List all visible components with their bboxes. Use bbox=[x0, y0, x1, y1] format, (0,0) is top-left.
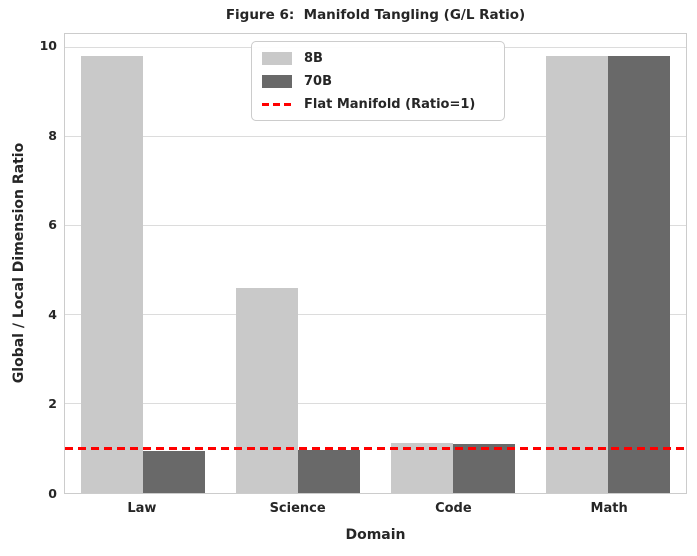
legend-label: 70B bbox=[304, 73, 332, 89]
legend: 8B 70B Flat Manifold (Ratio=1) bbox=[251, 41, 505, 121]
bar-math-70b bbox=[608, 56, 671, 493]
y-axis-label: Global / Local Dimension Ratio bbox=[11, 142, 27, 384]
legend-entry: Flat Manifold (Ratio=1) bbox=[262, 95, 494, 113]
legend-entry: 70B bbox=[262, 72, 494, 90]
chart-title: Figure 6: Manifold Tangling (G/L Ratio) bbox=[225, 7, 526, 23]
legend-label: 8B bbox=[304, 50, 323, 66]
y-tick-2: 2 bbox=[48, 396, 57, 412]
y-tick-0: 0 bbox=[48, 486, 57, 501]
bar-law-70b bbox=[142, 450, 205, 493]
legend-entry: 8B bbox=[262, 49, 494, 67]
x-axis-label: Domain bbox=[345, 527, 406, 543]
gridline-y8 bbox=[65, 135, 686, 138]
legend-swatch-rect bbox=[262, 74, 292, 88]
bar-math-8b bbox=[546, 56, 609, 493]
bar-code-70b bbox=[453, 443, 516, 493]
legend-swatch-rect bbox=[262, 51, 292, 65]
bar-science-8b bbox=[235, 288, 298, 493]
legend-label: Flat Manifold (Ratio=1) bbox=[304, 96, 476, 112]
y-tick-10: 10 bbox=[39, 38, 57, 54]
y-tick-8: 8 bbox=[48, 127, 57, 143]
x-tick-law: Law bbox=[127, 501, 157, 516]
y-tick-6: 6 bbox=[48, 217, 57, 233]
y-tick-4: 4 bbox=[48, 306, 57, 322]
gridline-y6 bbox=[65, 225, 686, 227]
x-tick-math: Math bbox=[590, 501, 628, 516]
legend-swatch-dashed-line bbox=[262, 102, 292, 106]
gridline-y2 bbox=[65, 403, 686, 405]
gridline-y4 bbox=[65, 314, 686, 316]
flat-manifold-reference-line bbox=[65, 447, 686, 450]
bar-law-8b bbox=[80, 56, 143, 493]
plot-area: 8B 70B Flat Manifold (Ratio=1) bbox=[64, 33, 687, 494]
x-tick-science: Science bbox=[269, 501, 326, 516]
bar-code-8b bbox=[391, 443, 454, 493]
x-tick-code: Code bbox=[435, 501, 472, 516]
bar-science-70b bbox=[297, 449, 360, 493]
